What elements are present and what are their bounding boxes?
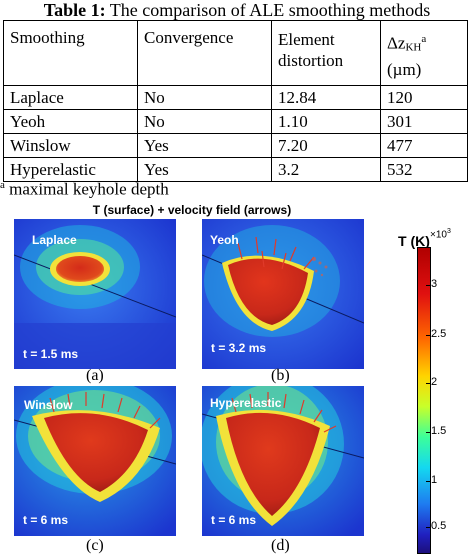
table-row: Winslow Yes 7.20 477 — [3, 133, 468, 158]
panel-sublabel: (a) — [86, 367, 104, 384]
panel-laplace: Laplace t = 1.5 ms — [14, 219, 176, 369]
time-label: t = 6 ms — [23, 513, 69, 527]
header-depth: ΔzKHa (µm) — [380, 20, 468, 86]
header-distortion: Element distortion — [271, 20, 381, 86]
colorbar-tick: 1 — [425, 474, 438, 486]
panel-label: Yeoh — [210, 233, 239, 247]
table-row: Hyperelastic Yes 3.2 532 — [3, 157, 468, 182]
panel-label: Hyperelastic — [210, 396, 282, 410]
colorbar-tick: 2.5 — [425, 328, 447, 340]
simulation-image — [14, 219, 176, 369]
panel-hyperelastic: Hyperelastic t = 6 ms — [202, 386, 364, 536]
table-row: Yeoh No 1.10 301 — [3, 109, 468, 134]
header-convergence: Convergence — [137, 20, 272, 86]
panel-sublabel: (d) — [271, 537, 290, 554]
panel-yeoh: Yeoh t = 3.2 ms — [202, 219, 364, 369]
simulation-image — [202, 219, 364, 369]
panel-label: Winslow — [24, 398, 73, 412]
simulation-image — [14, 386, 176, 536]
panel-sublabel: (b) — [271, 367, 290, 384]
table-footnote: a maximal keyhole depth — [0, 179, 169, 199]
colorbar — [417, 247, 431, 554]
panel-sublabel: (c) — [86, 537, 104, 554]
time-label: t = 6 ms — [211, 513, 257, 527]
comparison-table: Smoothing Convergence Element distortion… — [3, 20, 468, 182]
header-smoothing: Smoothing — [3, 20, 138, 86]
colorbar-title: T (K) — [398, 233, 430, 249]
figure-title: T (surface) + velocity field (arrows) — [92, 203, 292, 217]
colorbar-tick: 1.5 — [425, 425, 447, 437]
panel-winslow: Winslow t = 6 ms — [14, 386, 176, 536]
colorbar-scale: ×103 — [430, 228, 451, 241]
table-header-row: Smoothing Convergence Element distortion… — [3, 20, 468, 86]
panel-label: Laplace — [32, 233, 77, 247]
simulation-image — [202, 386, 364, 536]
table-caption: Table 1: The comparison of ALE smoothing… — [43, 0, 431, 20]
time-label: t = 1.5 ms — [23, 347, 79, 361]
table-row: Laplace No 12.84 120 — [3, 85, 468, 110]
colorbar-tick: 2 — [425, 376, 438, 388]
colorbar-tick: 3 — [425, 278, 438, 290]
colorbar-tick: 0.5 — [425, 520, 447, 532]
time-label: t = 3.2 ms — [211, 341, 267, 355]
